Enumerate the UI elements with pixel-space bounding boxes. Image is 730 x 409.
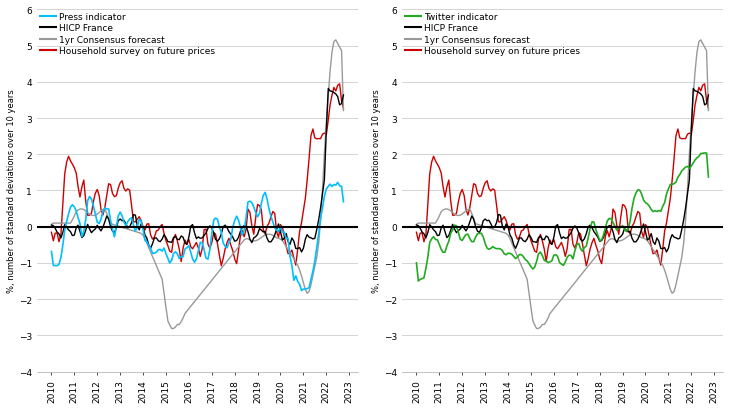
Legend: Twitter indicator, HICP France, 1yr Consensus forecast, Household survey on futu: Twitter indicator, HICP France, 1yr Cons… bbox=[404, 13, 580, 56]
Y-axis label: %, number of standard deviations over 10 years: %, number of standard deviations over 10… bbox=[372, 90, 381, 293]
Legend: Press indicator, HICP France, 1yr Consensus forecast, Household survey on future: Press indicator, HICP France, 1yr Consen… bbox=[39, 13, 215, 56]
Y-axis label: %, number of standard deviations over 10 years: %, number of standard deviations over 10… bbox=[7, 90, 16, 293]
